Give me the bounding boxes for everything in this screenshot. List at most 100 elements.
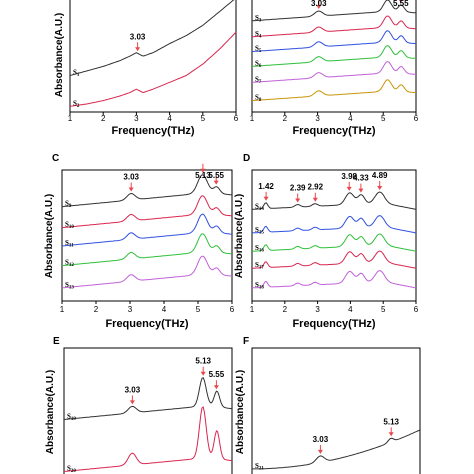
- series-line-s4: [251, 15, 417, 38]
- series-line-s14: [251, 191, 417, 210]
- peak-arrowhead-b-0: [316, 5, 322, 9]
- series-line-s3: [251, 0, 417, 22]
- x-axis-label-d: Frequency(THz): [292, 318, 375, 330]
- peak-label-d-5: 4.89: [372, 171, 388, 180]
- peak-label-e-2: 5.55: [209, 370, 225, 379]
- peak-label-c-0: 3.03: [123, 173, 139, 182]
- panel-a: 1 2 3 4 5 6 Frequency(THz) Absorbance(A.U.) S1 S2…: [54, 0, 239, 137]
- peak-arrowhead-f-1: [388, 432, 394, 437]
- peak-label-f-0: 3.03: [313, 435, 329, 444]
- series-line-s11: [61, 213, 233, 247]
- peak-arrowhead-d-4: [358, 188, 364, 193]
- y-axis-label-c: Absorbance(A.U.): [44, 194, 55, 278]
- x-tick-label-c-4: 5: [196, 305, 201, 314]
- x-tick-label-c-5: 6: [230, 305, 235, 314]
- series-line-s19: [63, 377, 233, 420]
- panel-d: D 1 2 3 4 5 6 Frequency(THz) Absorbance(A.U.) S14…: [234, 153, 419, 330]
- peak-arrowhead-e-0: [129, 400, 135, 405]
- series-line-s2: [69, 31, 237, 107]
- series-label-s20: S20: [67, 465, 76, 474]
- series-line-s21: [252, 429, 421, 470]
- series-line-s16: [252, 233, 417, 252]
- y-axis-label-d: Absorbance(A.U.): [234, 194, 245, 278]
- series-line-s5: [251, 30, 417, 53]
- series-line-s17: [252, 250, 417, 269]
- peak-arrowhead-b-2: [398, 0, 403, 3]
- series-line-s18: [251, 270, 417, 289]
- peak-label-a-0: 3.03: [130, 32, 146, 41]
- series-label-s7: S7: [255, 75, 262, 85]
- series-line-s15: [251, 215, 417, 234]
- panel-frame-d: [251, 169, 417, 302]
- series-label-s6: S6: [255, 59, 262, 69]
- x-tick-label-a-1: 2: [101, 114, 106, 123]
- panel-label-d: D: [243, 153, 250, 164]
- series-label-s14: S14: [255, 202, 264, 212]
- series-label-s8: S8: [255, 94, 262, 104]
- panel-frame-e: [63, 347, 233, 474]
- panel-b: 1 2 3 4 5 6 Frequency(THz) S3 S4 S5 S6 S7 S8 3.03 5.55: [250, 0, 419, 137]
- peak-label-d-0: 1.42: [258, 182, 274, 191]
- series-label-s13: S13: [65, 281, 74, 291]
- x-tick-label-b-3: 4: [348, 114, 353, 123]
- peak-arrowhead-c-2: [213, 180, 219, 185]
- x-tick-label-a-4: 5: [201, 114, 206, 123]
- x-tick-label-c-2: 3: [128, 305, 133, 314]
- x-tick-label-a-0: 1: [68, 114, 73, 123]
- peak-arrowhead-c-0: [128, 187, 134, 192]
- x-axis-label-b: Frequency(THz): [292, 125, 375, 137]
- x-tick-label-d-1: 2: [283, 305, 288, 314]
- series-label-s1: S1: [73, 69, 80, 79]
- x-tick-label-b-2: 3: [315, 114, 320, 123]
- peak-arrowhead-a-0: [135, 47, 141, 52]
- series-label-s15: S15: [255, 226, 264, 236]
- peak-label-e-1: 5.13: [195, 357, 211, 366]
- peak-arrowhead-d-1: [295, 198, 301, 203]
- series-label-s2: S2: [73, 99, 80, 109]
- x-tick-label-d-5: 6: [414, 305, 419, 314]
- series-label-s4: S4: [255, 30, 262, 40]
- peak-arrowhead-e-2: [213, 385, 219, 390]
- panel-c: C 1 2 3 4 5 6 Frequency(THz) Absorbance(A.U.) S9 S…: [44, 153, 235, 330]
- x-axis-label-c: Frequency(THz): [105, 318, 188, 330]
- series-label-s11: S11: [65, 239, 74, 249]
- series-label-s21: S21: [255, 462, 264, 472]
- series-label-s17: S17: [255, 261, 264, 271]
- series-line-s1: [69, 0, 235, 76]
- x-tick-label-a-2: 3: [134, 114, 139, 123]
- peak-arrowhead-d-3: [346, 186, 352, 191]
- series-label-s16: S16: [255, 244, 264, 254]
- series-line-s8: [251, 79, 417, 102]
- y-axis-label-a: Absorbance(A.U.): [54, 13, 65, 97]
- panel-frame-b: [251, 0, 417, 113]
- peak-arrowhead-d-0: [263, 196, 269, 201]
- series-label-s5: S5: [255, 45, 262, 55]
- y-axis-label-e: Absorbance(A.U.): [45, 370, 56, 454]
- x-tick-label-d-3: 4: [348, 305, 353, 314]
- x-tick-label-b-0: 1: [250, 114, 255, 123]
- series-line-s10: [61, 195, 233, 229]
- x-tick-label-b-4: 5: [381, 114, 386, 123]
- series-line-s7: [251, 61, 417, 83]
- x-tick-label-a-3: 4: [167, 114, 172, 123]
- peak-label-c-1: 5.13: [195, 171, 211, 180]
- panel-f: F Absorbance(A.U.) S21 3.03 5.13: [235, 336, 421, 474]
- peak-arrowhead-d-5: [377, 186, 383, 190]
- series-line-s20: [63, 406, 233, 472]
- panel-label-c: C: [52, 153, 59, 164]
- peak-label-c-2: 5.55: [208, 171, 224, 180]
- panel-frame-a: [69, 0, 237, 113]
- peak-arrowhead-f-0: [317, 449, 323, 454]
- series-line-s12: [61, 233, 233, 267]
- series-label-s9: S9: [65, 200, 72, 210]
- series-label-s10: S10: [65, 221, 74, 231]
- x-tick-label-a-5: 6: [234, 114, 239, 123]
- peak-label-f-1: 5.13: [383, 417, 399, 426]
- peak-label-d-4: 4.33: [353, 174, 369, 183]
- x-tick-label-b-5: 6: [414, 114, 419, 123]
- series-label-s3: S3: [255, 14, 262, 24]
- x-tick-label-b-1: 2: [283, 114, 288, 123]
- peak-arrowhead-e-1: [200, 371, 206, 376]
- panel-e: E Absorbance(A.U.) S19 S20 3.03 5.13 5.55: [45, 336, 233, 474]
- series-label-s18: S18: [255, 281, 264, 291]
